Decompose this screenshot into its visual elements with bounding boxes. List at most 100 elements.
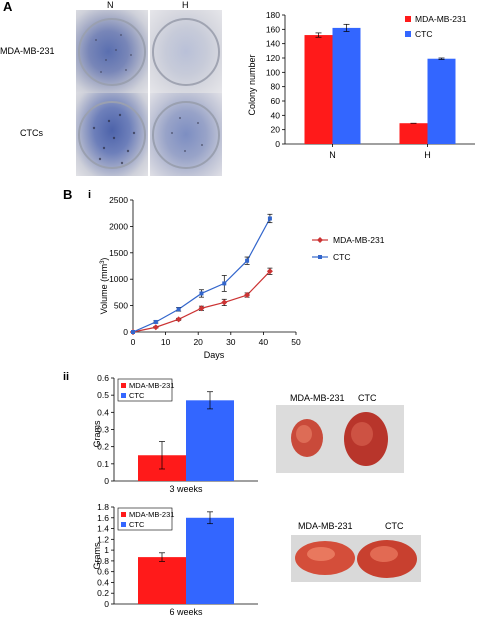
point-ctc xyxy=(267,216,272,221)
plate-row-ctcs: CTCs xyxy=(20,128,43,138)
ytick-label: 0.4 xyxy=(97,407,109,417)
ytick-label: 1 xyxy=(104,545,109,555)
legend-label-ctc: CTC xyxy=(415,29,432,39)
category-label: N xyxy=(329,150,336,160)
point-ctc xyxy=(131,330,135,334)
photo-6w-label-mda: MDA-MB-231 xyxy=(298,521,353,531)
panel-b-i-label: i xyxy=(88,189,92,201)
volume-legend: MDA-MB-231 CTC xyxy=(312,235,385,262)
legend-3w-mda: MDA-MB-231 xyxy=(129,381,174,390)
ytick-label: 0.6 xyxy=(97,567,109,577)
ytick-label: 2000 xyxy=(109,221,128,231)
weight-3w-chart: Grams 0 0.1 0.2 0.3 0.4 0.5 0.6 3 weeks MDA-MB… xyxy=(92,374,258,494)
legend-label-ctc-line: CTC xyxy=(333,252,350,262)
volume-ylabel: Volume (mm3) xyxy=(99,258,109,315)
colony-chart: Colony number 0 20 40 60 80 100 120 140 160 180 N… xyxy=(247,10,475,160)
ytick-label: 40 xyxy=(271,110,281,120)
colony-ylabel: Colony number xyxy=(247,54,257,115)
legend-marker-ctc xyxy=(318,255,322,259)
weight-3w-bars xyxy=(138,391,234,481)
ytick-label: 1.8 xyxy=(97,502,109,512)
volume-axes: 0 500 1000 1500 2000 2500 0 10 20 30 40 50 xyxy=(109,195,301,347)
ytick-label: 180 xyxy=(266,10,280,20)
xtick-label: 40 xyxy=(259,337,269,347)
ytick-label: 0.4 xyxy=(97,577,109,587)
dish-photo-mda-n xyxy=(76,10,148,93)
legend-label-mda-line: MDA-MB-231 xyxy=(333,235,385,245)
point-ctc xyxy=(245,258,250,263)
bar-mda-mb-231-0 xyxy=(138,557,186,604)
ytick-label: 0.3 xyxy=(97,425,109,435)
ytick-label: 1.6 xyxy=(97,513,109,523)
ytick-label: 0.5 xyxy=(97,390,109,400)
panel-a-label: A xyxy=(3,0,13,14)
point-mda xyxy=(244,292,251,299)
plate-row-mda: MDA-MB-231 xyxy=(0,46,55,56)
photo-3w-label-ctc: CTC xyxy=(358,393,377,403)
category-label: H xyxy=(424,150,431,160)
weight-6w-legend: MDA-MB-231 CTC xyxy=(117,507,174,531)
xtick-label: 0 xyxy=(131,337,136,347)
ytick-label: 120 xyxy=(266,53,280,63)
dish-photo-mda-h xyxy=(150,10,222,93)
ytick-label: 140 xyxy=(266,39,280,49)
ytick-label: 1.4 xyxy=(97,524,109,534)
ytick-label: 1000 xyxy=(109,274,128,284)
weight-6w-xlabel: 6 weeks xyxy=(169,607,203,617)
legend-3w-ctc: CTC xyxy=(129,391,145,400)
legend-marker-mda xyxy=(317,237,323,243)
colony-legend: MDA-MB-231 CTC xyxy=(405,14,467,39)
tumor-photo-3w xyxy=(276,405,404,473)
ytick-label: 160 xyxy=(266,24,280,34)
photo-3w-label-mda: MDA-MB-231 xyxy=(290,393,345,403)
plate-col-n: N xyxy=(107,0,114,10)
point-mda xyxy=(198,305,205,312)
xtick-label: 50 xyxy=(291,337,301,347)
point-ctc xyxy=(199,291,204,296)
line-ctc xyxy=(132,218,271,333)
point-mda xyxy=(175,316,182,323)
legend-label-mda: MDA-MB-231 xyxy=(415,14,467,24)
ytick-label: 0 xyxy=(123,327,128,337)
weight-3w-xlabel: 3 weeks xyxy=(169,484,203,494)
point-mda xyxy=(152,324,159,331)
ytick-label: 0.2 xyxy=(97,588,109,598)
weight-6w-bars xyxy=(138,511,234,604)
ytick-label: 0.2 xyxy=(97,442,109,452)
bar-ctc-1 xyxy=(427,58,456,144)
tumor-volume-chart: Volume (mm3) 0 500 1000 1500 2000 2500 0 10 20 30… xyxy=(99,195,385,360)
bar-ctc-0 xyxy=(186,400,234,481)
weight-3w-legend: MDA-MB-231 CTC xyxy=(117,378,174,402)
ytick-label: 0 xyxy=(275,139,280,149)
dish-photo-ctc-n xyxy=(76,93,148,176)
photo-6w-label-ctc: CTC xyxy=(385,521,404,531)
ytick-label: 2500 xyxy=(109,195,128,205)
point-ctc xyxy=(176,307,181,312)
ytick-label: 500 xyxy=(114,301,128,311)
weight-6w-ylabel: Grams xyxy=(92,542,102,570)
xtick-label: 20 xyxy=(193,337,203,347)
legend-6w-mda: MDA-MB-231 xyxy=(129,510,174,519)
panel-b-label: B xyxy=(63,187,73,202)
point-mda xyxy=(266,268,273,275)
ytick-label: 0 xyxy=(104,476,109,486)
bar-ctc-0 xyxy=(186,517,234,604)
xtick-label: 10 xyxy=(161,337,171,347)
legend-swatch-mda xyxy=(405,16,411,22)
tumor-photo-6w xyxy=(291,535,421,582)
point-mda xyxy=(221,299,228,306)
ytick-label: 60 xyxy=(271,96,281,106)
ytick-label: 0.6 xyxy=(97,374,109,383)
ytick-label: 1500 xyxy=(109,248,128,258)
ytick-label: 100 xyxy=(266,67,280,77)
colony-bars xyxy=(304,23,456,144)
legend-swatch-ctc xyxy=(405,31,411,37)
volume-series xyxy=(130,213,273,335)
ytick-label: 1.2 xyxy=(97,534,109,544)
bar-ctc-0 xyxy=(332,27,361,144)
ytick-label: 0 xyxy=(104,599,109,609)
point-ctc xyxy=(222,281,227,286)
weight-6w-chart: Grams 00.20.40.60.811.21.41.61.8 6 weeks… xyxy=(92,502,258,617)
panel-b-ii-label: ii xyxy=(63,371,70,383)
